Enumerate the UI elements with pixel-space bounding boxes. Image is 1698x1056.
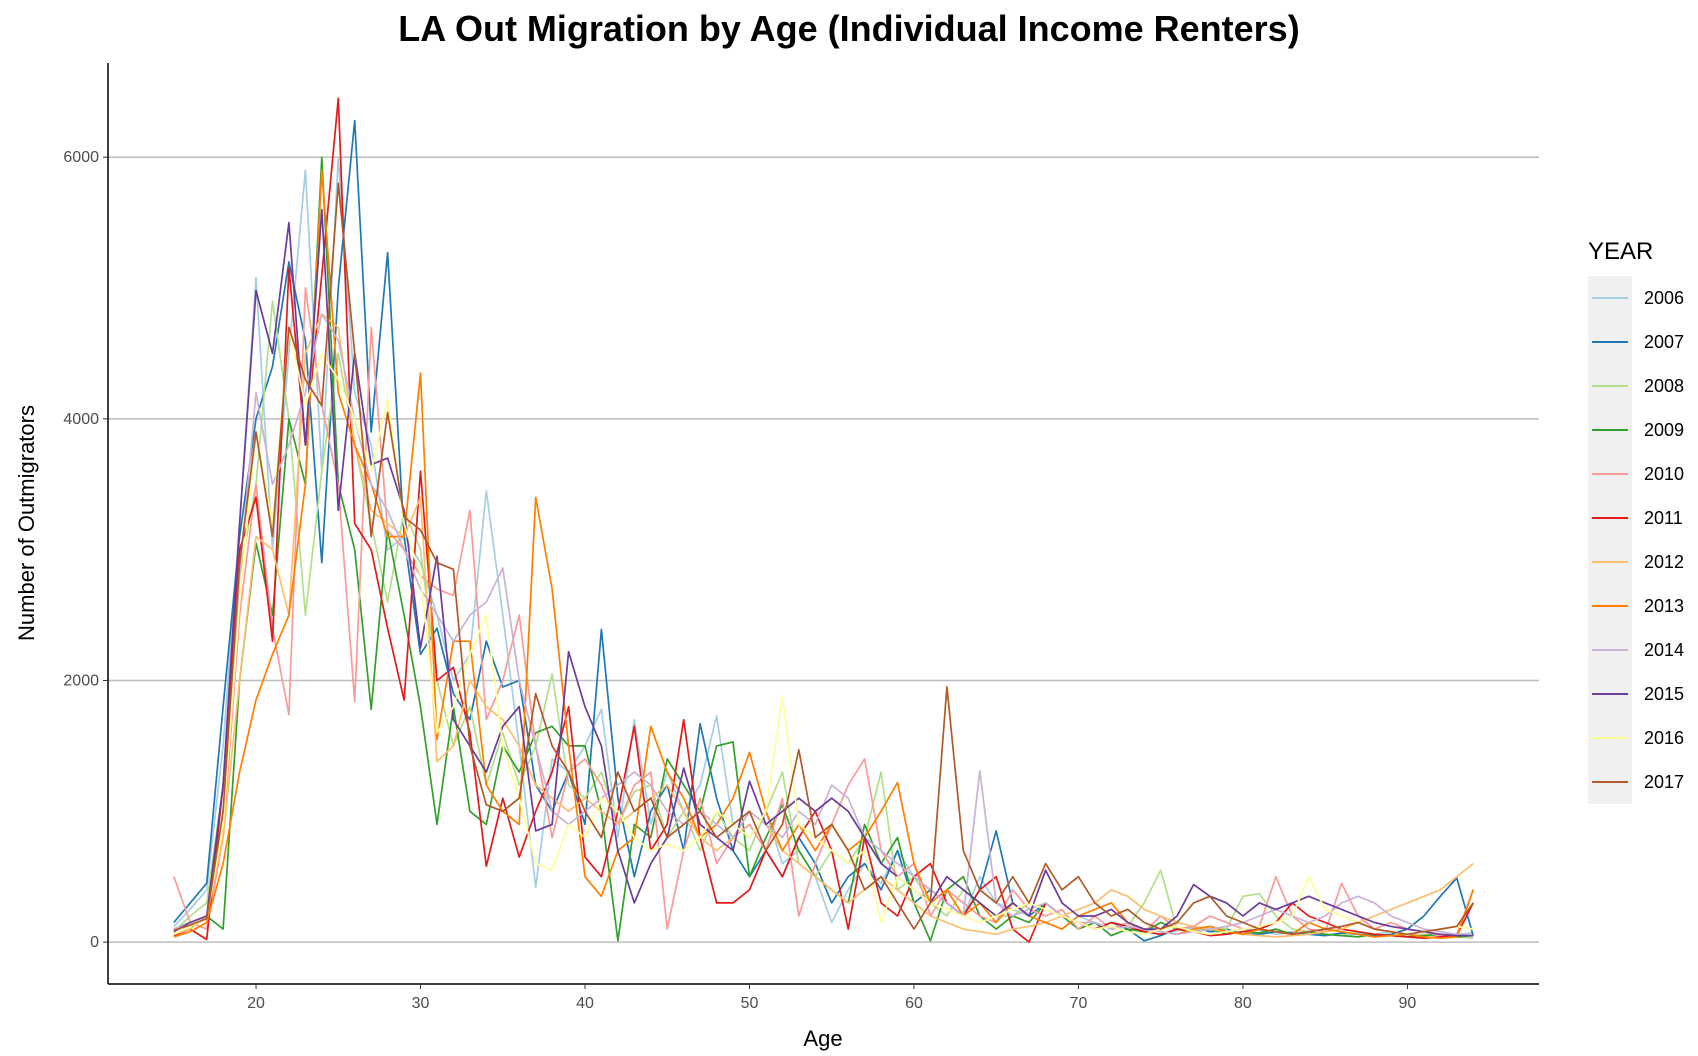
legend: YEAR 2006 2007 2008 2009 2010 2011 2012 2013 201… [1588,238,1684,804]
legend-entry-2014: 2014 [1588,628,1684,672]
legend-label: 2016 [1644,727,1685,748]
series-lines [172,97,1475,943]
y-axis-title: Number of Outmigrators [14,405,39,641]
series-line-2007 [173,119,1475,942]
legend-entry-2007: 2007 [1588,320,1684,364]
legend-key [1588,584,1632,628]
legend-title: YEAR [1588,238,1654,265]
legend-swatch [1592,517,1628,519]
legend-key [1588,760,1632,804]
legend-key [1588,320,1632,364]
legend-entry-2010: 2010 [1588,452,1684,496]
legend-swatch [1592,385,1628,387]
legend-swatch [1592,473,1628,475]
legend-key [1588,276,1632,320]
legend-swatch [1592,737,1628,739]
y-ticks: 0 2000 4000 6000 [63,149,108,951]
x-tick-label: 40 [576,995,594,1012]
legend-swatch [1592,297,1628,299]
legend-key [1588,496,1632,540]
legend-label: 2008 [1644,375,1685,396]
x-tick-label: 80 [1234,995,1252,1012]
y-tick-label: 2000 [63,672,99,689]
legend-swatch [1592,693,1628,695]
legend-key [1588,672,1632,716]
legend-label: 2006 [1644,287,1685,308]
legend-entries: 2006 2007 2008 2009 2010 2011 2012 2013 2014 2015… [1588,276,1684,804]
chart-title: LA Out Migration by Age (Individual Inco… [398,8,1300,49]
legend-swatch [1592,649,1628,651]
legend-entry-2008: 2008 [1588,364,1684,408]
x-axis-title: Age [803,1026,842,1051]
legend-key [1588,364,1632,408]
legend-swatch [1592,605,1628,607]
legend-key [1588,628,1632,672]
legend-swatch [1592,429,1628,431]
series-line-2012 [173,313,1474,938]
legend-entry-2015: 2015 [1588,672,1684,716]
legend-label: 2012 [1644,551,1685,572]
legend-entry-2013: 2013 [1588,584,1684,628]
legend-key [1588,408,1632,452]
y-tick-label: 6000 [63,149,99,166]
x-tick-label: 50 [741,995,759,1012]
series-line-2011 [173,97,1474,943]
legend-entry-2006: 2006 [1588,276,1684,320]
series-line-2008 [173,300,1474,940]
legend-entry-2012: 2012 [1588,540,1684,584]
x-tick-label: 90 [1399,995,1417,1012]
y-tick-label: 0 [90,934,99,951]
legend-label: 2013 [1644,595,1685,616]
legend-entry-2009: 2009 [1588,408,1684,452]
x-ticks: 20 30 40 50 60 70 80 90 [247,984,1416,1012]
series-line-2013 [173,169,1475,940]
legend-key [1588,540,1632,584]
legend-entry-2011: 2011 [1588,496,1684,540]
legend-label: 2014 [1644,639,1685,660]
legend-key [1588,716,1632,760]
series-line-2015 [173,208,1474,937]
series-line-2017 [173,182,1474,936]
legend-label: 2009 [1644,419,1685,440]
legend-entry-2017: 2017 [1588,760,1684,804]
x-tick-label: 70 [1070,995,1088,1012]
legend-swatch [1592,781,1628,783]
legend-label: 2017 [1644,771,1685,792]
x-tick-label: 30 [412,995,430,1012]
legend-label: 2011 [1644,507,1683,528]
x-tick-label: 20 [247,995,265,1012]
axes [107,63,1539,985]
legend-swatch [1592,341,1628,343]
legend-entry-2016: 2016 [1588,716,1684,760]
y-tick-label: 4000 [63,411,99,428]
legend-label: 2010 [1644,463,1685,484]
series-line-2016 [173,326,1474,936]
legend-key [1588,452,1632,496]
legend-swatch [1592,561,1628,563]
legend-label: 2007 [1644,331,1685,352]
series-line-2009 [173,156,1474,942]
x-tick-label: 60 [905,995,923,1012]
legend-label: 2015 [1644,683,1685,704]
